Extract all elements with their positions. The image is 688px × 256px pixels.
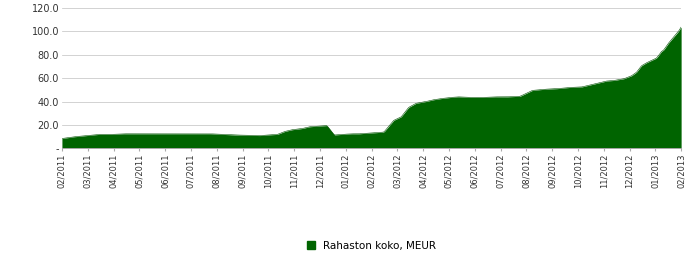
- Legend: Rahaston koko, MEUR: Rahaston koko, MEUR: [307, 241, 436, 251]
